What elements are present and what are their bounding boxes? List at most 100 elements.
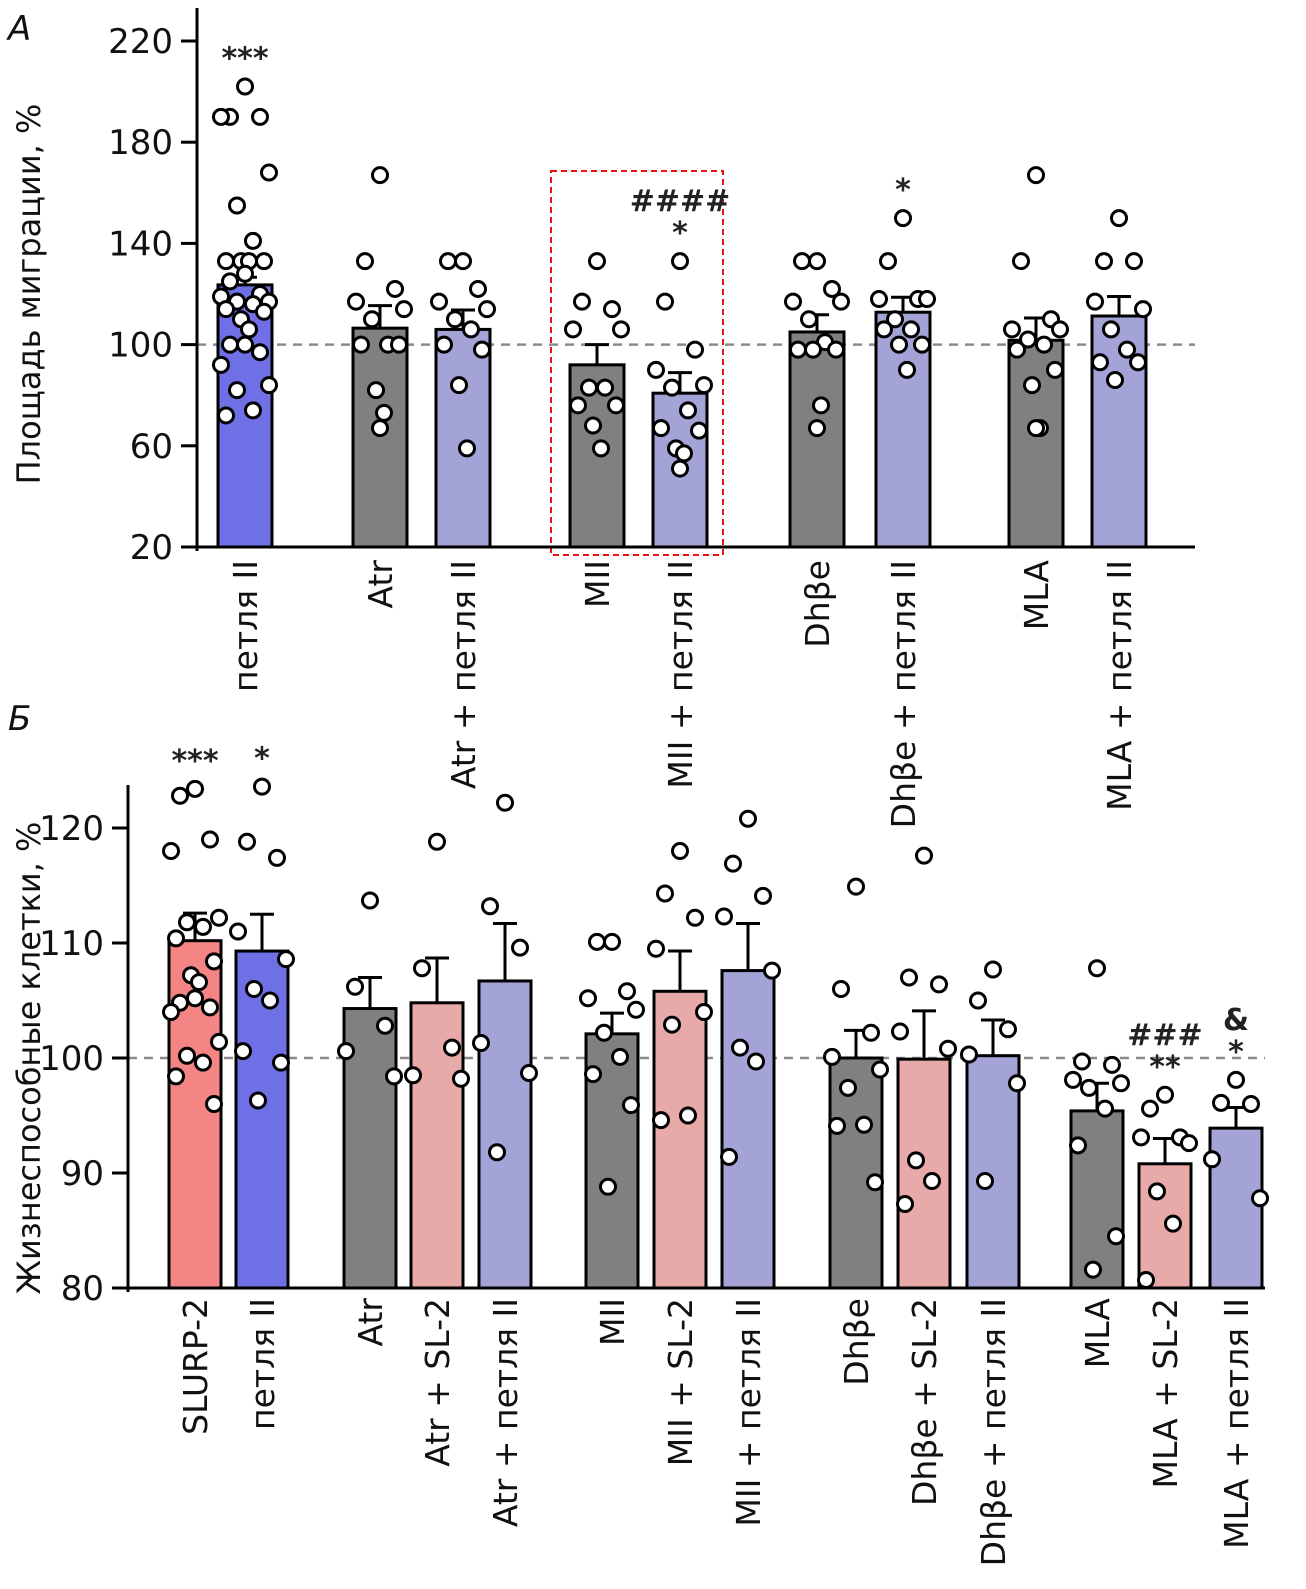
data-point [1137, 1270, 1155, 1289]
category-label: SLURP-2 [176, 1298, 215, 1435]
category-label: MLA [1017, 560, 1056, 631]
data-point [186, 989, 204, 1008]
data-point [599, 1177, 617, 1196]
data-point [607, 396, 625, 415]
data-point [472, 1034, 490, 1053]
bar [720, 969, 776, 1290]
data-point [675, 444, 693, 463]
category-label: Dhβe + SL-2 [905, 1298, 944, 1506]
significance-annotation: ### [1127, 1018, 1202, 1053]
data-point [190, 973, 208, 992]
data-point [236, 264, 254, 283]
data-point [386, 279, 404, 298]
bar [1208, 1126, 1264, 1290]
data-point [496, 793, 514, 812]
data-point [244, 231, 262, 250]
data-point [511, 938, 529, 957]
data-point [763, 961, 781, 980]
data-point [686, 340, 704, 359]
data-point [731, 1038, 749, 1057]
data-point [647, 939, 665, 958]
data-point [1156, 1085, 1174, 1104]
data-point [1064, 1070, 1082, 1089]
data-point [839, 1078, 857, 1097]
data-point [178, 913, 196, 932]
data-point [238, 832, 256, 851]
data-point [251, 343, 269, 362]
data-point [1073, 1052, 1091, 1071]
data-point [352, 335, 370, 354]
data-point [671, 252, 689, 271]
bar [434, 327, 492, 549]
data-point [1086, 292, 1104, 311]
data-point [395, 300, 413, 319]
category-label: MLA + петля II [1100, 560, 1139, 811]
data-point [205, 952, 223, 971]
data-point [804, 340, 822, 359]
category-label: MII [593, 1298, 632, 1346]
category-label: Atr + петля II [444, 560, 483, 789]
significance-annotation: * [895, 173, 911, 208]
data-point [1132, 1128, 1150, 1147]
data-point [1103, 1055, 1121, 1074]
data-point [828, 1116, 846, 1135]
data-point [896, 1195, 914, 1214]
data-point [960, 1045, 978, 1064]
data-point [902, 320, 920, 339]
data-point [918, 290, 936, 309]
y-tick-label: 140 [108, 224, 173, 264]
data-point [346, 977, 364, 996]
data-point [251, 107, 269, 126]
data-point [679, 1106, 697, 1125]
category-label: MII [578, 560, 617, 608]
data-point [588, 932, 606, 951]
y-tick-label: 110 [39, 924, 104, 964]
data-point [695, 376, 713, 395]
category-label: MLA [1078, 1298, 1117, 1369]
category-label: Atr [351, 1298, 390, 1347]
data-point [612, 320, 630, 339]
data-point [446, 310, 464, 329]
data-point [201, 830, 219, 849]
data-point [808, 419, 826, 438]
data-point [171, 786, 189, 805]
data-point [898, 360, 916, 379]
data-point [221, 335, 239, 354]
data-point [260, 376, 278, 395]
data-point [488, 1143, 506, 1162]
data-point [564, 320, 582, 339]
data-point [671, 459, 689, 478]
data-point [162, 1003, 180, 1021]
data-point [1023, 376, 1041, 395]
data-point [337, 1042, 355, 1061]
data-point [363, 310, 381, 329]
data-point [915, 846, 933, 865]
data-point [603, 300, 621, 319]
data-point [212, 355, 230, 374]
y-tick-label: 180 [108, 123, 173, 163]
data-point [984, 960, 1002, 979]
data-point [1112, 1074, 1130, 1093]
data-point [1129, 353, 1147, 372]
data-point [1088, 959, 1106, 978]
data-point [855, 1115, 873, 1134]
data-point [588, 252, 606, 271]
data-point [240, 320, 258, 339]
data-point [679, 401, 697, 420]
data-point [573, 292, 591, 311]
y-tick-label: 60 [130, 427, 173, 467]
panel-label: А [6, 9, 31, 49]
data-point [178, 1046, 196, 1065]
data-point [217, 406, 235, 425]
category-label: MII + петля II [661, 560, 700, 789]
data-point [228, 381, 246, 400]
data-point [371, 419, 389, 438]
data-point [261, 991, 279, 1010]
category-label: петля II [243, 1298, 282, 1430]
data-point [627, 1000, 645, 1019]
data-point [255, 302, 273, 321]
data-point [272, 1053, 290, 1072]
data-point [454, 252, 472, 271]
data-point [939, 1039, 957, 1058]
data-point [236, 77, 254, 96]
